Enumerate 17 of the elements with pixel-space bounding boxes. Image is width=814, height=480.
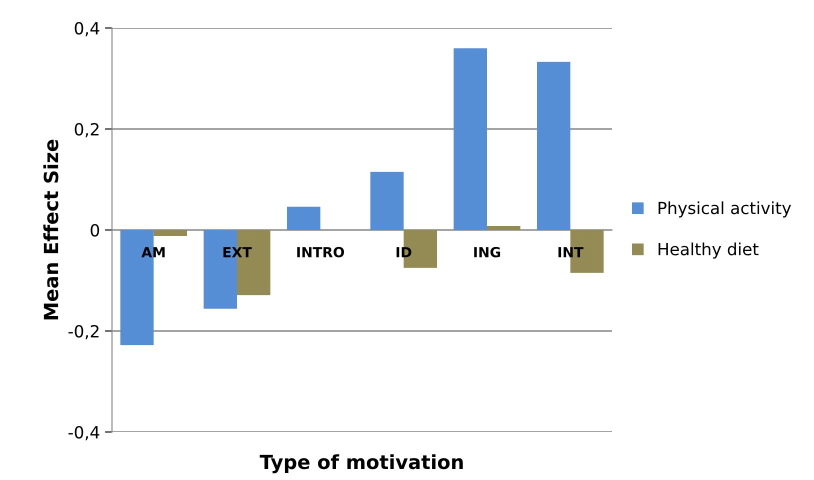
bar (454, 48, 487, 230)
y-tick-label: 0 (90, 224, 100, 237)
x-axis-title: Type of motivation (260, 454, 463, 474)
bar (487, 226, 520, 230)
bar (154, 230, 187, 236)
x-tick-label: ING (474, 246, 500, 258)
legend-label: Healthy diet (658, 242, 758, 259)
x-tick-label: INTRO (297, 246, 344, 258)
legend-label: Physical activity (658, 201, 792, 218)
y-tick-label: 0,4 (74, 22, 100, 36)
y-tick-label: -0,2 (68, 324, 99, 340)
y-tick-label: 0,2 (74, 122, 99, 138)
bar (287, 206, 320, 230)
bar (537, 62, 570, 230)
y-axis-title: Mean Effect Size (43, 140, 58, 320)
bar (370, 172, 404, 230)
y-tick-label: -0,4 (68, 426, 100, 440)
